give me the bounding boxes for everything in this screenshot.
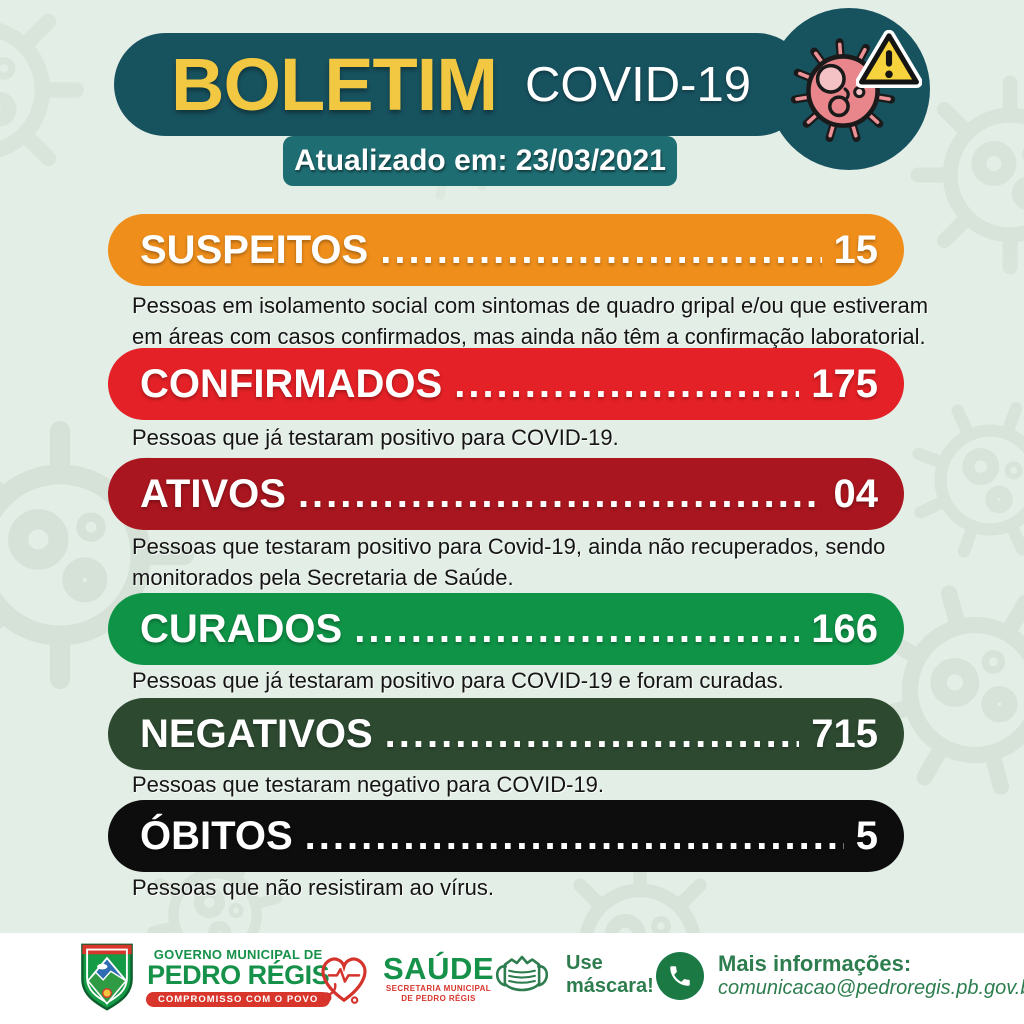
bulletin-subtitle: COVID-19	[524, 57, 751, 112]
dotted-leader: ........................................…	[380, 227, 821, 272]
stat-value: 15	[833, 227, 879, 272]
government-logo-group: GOVERNO MUNICIPAL DE PEDRO RÉGIS COMPROM…	[78, 941, 331, 1013]
health-subtitle-line1: SECRETARIA MUNICIPAL	[385, 983, 492, 993]
stat-value: 04	[833, 471, 879, 516]
stat-description-negativos: Pessoas que testaram negativo para COVID…	[132, 772, 605, 797]
mask-text-line2: máscara!	[566, 975, 654, 997]
stat-description-obitos: Pessoas que não resistiram ao vírus.	[132, 875, 494, 900]
phone-circle	[656, 951, 704, 1000]
stat-description-ativos: Pessoas que testaram positivo para Covid…	[132, 534, 886, 591]
updated-date-bar: Atualizado em: 23/03/2021	[283, 136, 677, 186]
phone-icon	[670, 965, 690, 986]
face-mask-icon	[495, 955, 549, 992]
stat-label: SUSPEITOS	[140, 227, 369, 272]
bulletin-title: BOLETIM	[171, 43, 498, 126]
health-subtitle-line2: DE PEDRO RÉGIS	[401, 993, 476, 1003]
contact-info-group: Mais informações: comunicacao@pedroregis…	[656, 951, 1024, 1000]
stat-pill-suspeitos: SUSPEITOS ..............................…	[108, 214, 904, 286]
updated-date-text: Atualizado em: 23/03/2021	[294, 144, 666, 177]
stat-label: CONFIRMADOS	[140, 361, 443, 406]
dotted-leader: ........................................…	[454, 361, 799, 406]
stat-label: CURADOS	[140, 606, 343, 651]
stat-pill-confirmados: CONFIRMADOS ............................…	[108, 348, 904, 420]
stat-value: 715	[811, 711, 878, 756]
warning-triangle-icon	[856, 30, 922, 89]
stat-value: 5	[855, 813, 878, 858]
mask-reminder-group: Use máscara!	[492, 949, 654, 1001]
health-secretary-logo-group: SAÚDE SECRETARIA MUNICIPAL DE PEDRO RÉGI…	[313, 947, 494, 1009]
stat-value: 175	[811, 361, 878, 406]
stat-label: ATIVOS	[140, 471, 286, 516]
government-motto: COMPROMISSO COM O POVO	[146, 991, 331, 1007]
stat-label: NEGATIVOS	[140, 711, 373, 756]
dotted-leader: ........................................…	[304, 813, 844, 858]
dotted-leader: ........................................…	[297, 471, 822, 516]
stat-pill-ativos: ATIVOS .................................…	[108, 458, 904, 530]
footer-bar: GOVERNO MUNICIPAL DE PEDRO RÉGIS COMPROM…	[0, 933, 1024, 1024]
stat-description-curados: Pessoas que já testaram positivo para CO…	[132, 668, 784, 693]
stat-pill-obitos: ÓBITOS .................................…	[108, 800, 904, 872]
mask-text-line1: Use	[566, 952, 603, 974]
stat-pill-curados: CURADOS ................................…	[108, 593, 904, 665]
government-name-line2: PEDRO RÉGIS	[147, 960, 330, 991]
dotted-leader: ........................................…	[384, 711, 800, 756]
government-name-line1: GOVERNO MUNICIPAL DE	[153, 947, 323, 963]
more-info-label: Mais informações:	[718, 951, 912, 976]
stat-description-confirmados: Pessoas que já testaram positivo para CO…	[132, 425, 619, 450]
header-banner: BOLETIM COVID-19	[114, 33, 808, 136]
municipal-shield-icon	[81, 943, 133, 1011]
dotted-leader: ........................................…	[354, 606, 799, 651]
health-title: SAÚDE	[383, 950, 495, 986]
heart-stethoscope-icon	[321, 957, 367, 1004]
stat-value: 166	[811, 606, 878, 651]
stat-pill-negativos: NEGATIVOS ..............................…	[108, 698, 904, 770]
stat-description-suspeitos: Pessoas em isolamento social com sintoma…	[132, 293, 929, 350]
stat-label: ÓBITOS	[140, 813, 293, 858]
contact-email: comunicacao@pedroregis.pb.gov.br	[718, 977, 1024, 1000]
